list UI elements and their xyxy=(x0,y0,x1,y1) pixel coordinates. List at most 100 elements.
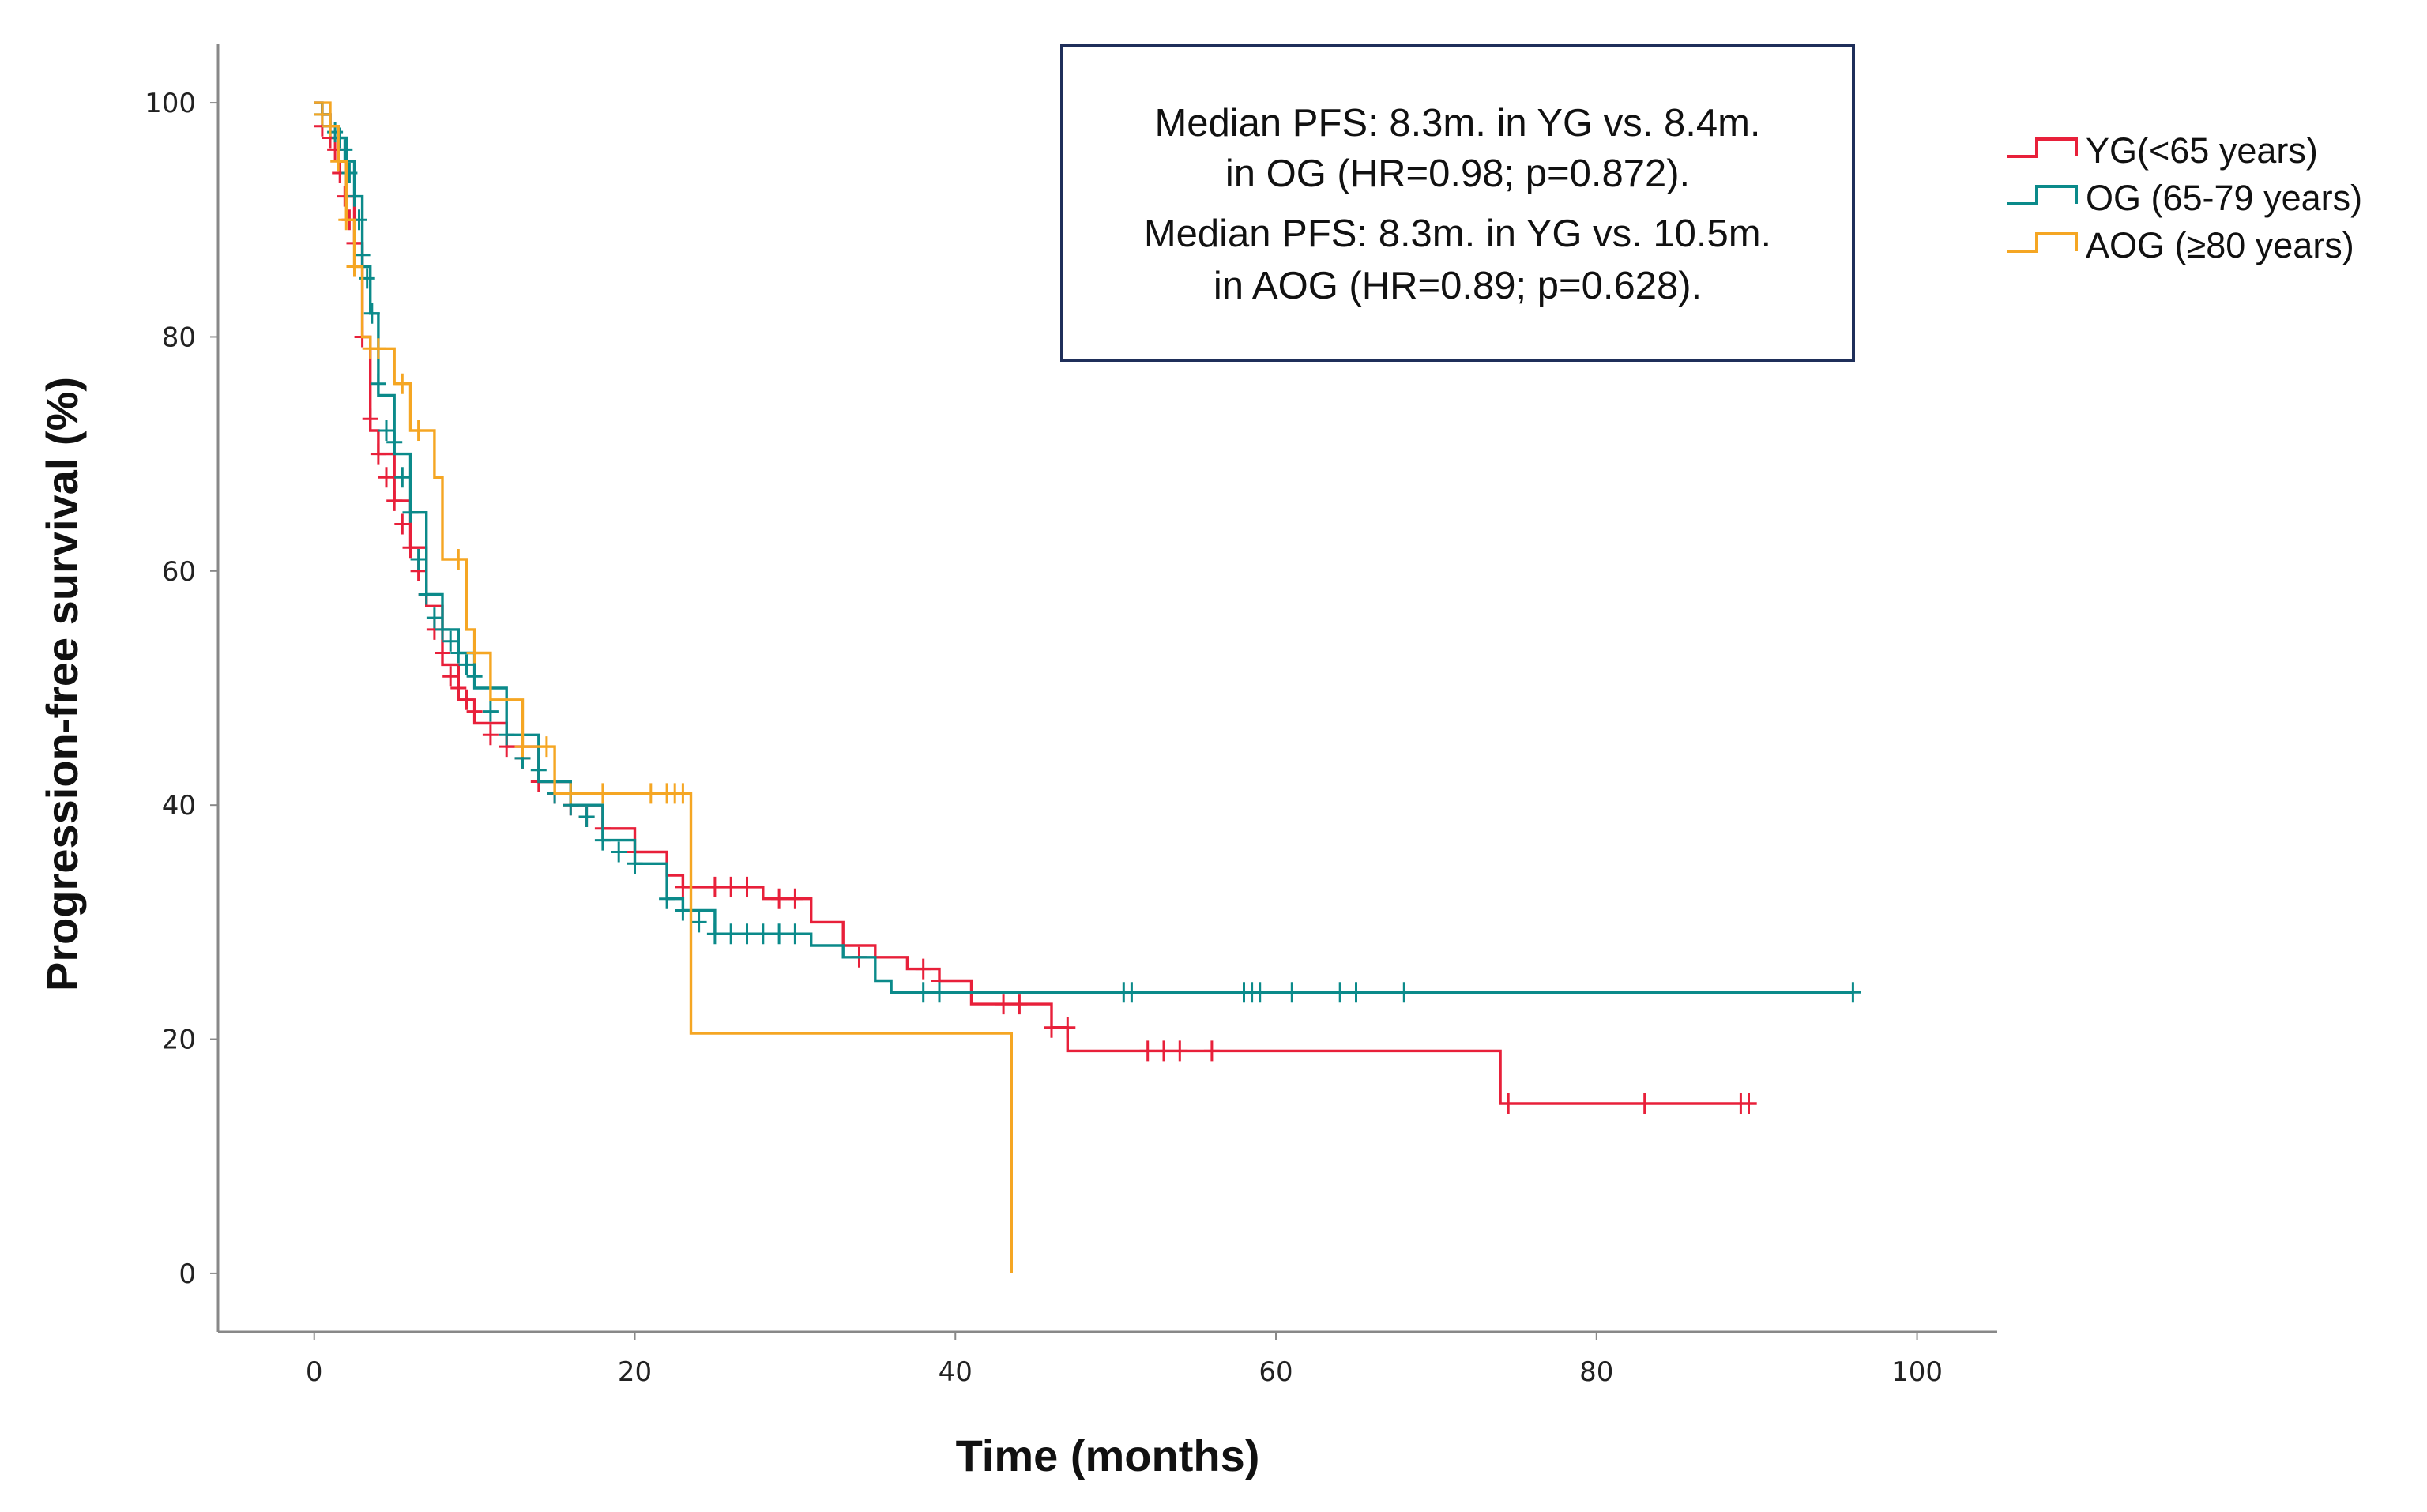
censor-mark-og xyxy=(690,912,707,933)
censor-mark-og xyxy=(530,759,547,780)
censor-mark-aog xyxy=(538,736,555,758)
censor-mark-og xyxy=(386,431,403,453)
censor-mark-yg xyxy=(1740,1093,1757,1114)
legend-label-og: OG (65-79 years) xyxy=(2086,178,2362,218)
censor-mark-og xyxy=(1396,982,1413,1003)
censor-mark-yg xyxy=(370,443,386,465)
censor-mark-yg xyxy=(1172,1040,1188,1062)
censor-mark-og xyxy=(675,900,691,921)
censor-mark-aog xyxy=(330,151,347,172)
legend: YG(<65 years) OG (65-79 years) AOG (≥80 … xyxy=(2007,130,2362,265)
y-axis-ticks: 0 20 40 60 80 100 xyxy=(145,88,218,1290)
annotation-line-3: Median PFS: 8.3m. in YG vs. 10.5m. xyxy=(1144,213,1771,255)
censor-mark-aog xyxy=(410,420,427,441)
series-line-aog xyxy=(314,101,1013,1273)
censor-mark-yg xyxy=(386,490,403,511)
censor-mark-og xyxy=(370,373,386,394)
censor-mark-og xyxy=(378,420,394,441)
legend-swatch-aog xyxy=(2007,232,2078,253)
x-axis-ticks: 0 20 40 60 80 100 xyxy=(306,1332,1943,1388)
censor-mark-yg xyxy=(362,408,378,430)
y-tick-label: 100 xyxy=(145,88,196,119)
censor-mark-og xyxy=(418,584,435,605)
annotation-line-2: in OG (HR=0.98; p=0.872). xyxy=(1225,152,1690,195)
censor-mark-og xyxy=(1123,982,1140,1003)
censor-mark-yg xyxy=(402,537,419,559)
censor-mark-og xyxy=(410,549,427,570)
y-tick-label: 80 xyxy=(162,322,196,353)
annotation-frame xyxy=(1060,44,1855,362)
annotation-line-4: in AOG (HR=0.89; p=0.628). xyxy=(1214,265,1702,307)
censor-mark-yg xyxy=(1044,1017,1059,1038)
censor-mark-og xyxy=(458,654,475,675)
censor-mark-og xyxy=(354,244,371,265)
y-axis-title: Progression-free survival (%) xyxy=(37,377,87,991)
censor-mark-aog xyxy=(563,783,579,804)
censor-mark-og xyxy=(771,923,788,945)
censor-mark-yg xyxy=(739,876,755,897)
censor-mark-og xyxy=(442,630,459,652)
censor-mark-og xyxy=(346,186,363,207)
censor-mark-og xyxy=(341,163,358,183)
censor-mark-yg xyxy=(675,876,691,897)
censor-mark-yg xyxy=(482,724,499,746)
y-tick-label: 40 xyxy=(162,790,196,822)
censor-mark-og xyxy=(1845,982,1861,1003)
x-tick-label: 40 xyxy=(939,1356,973,1388)
x-tick-label: 80 xyxy=(1579,1356,1613,1388)
y-tick-label: 20 xyxy=(162,1025,196,1056)
legend-swatch-yg xyxy=(2007,137,2078,158)
annotation-line-1: Median PFS: 8.3m. in YG vs. 8.4m. xyxy=(1154,102,1760,145)
legend-label-aog: AOG (≥80 years) xyxy=(2086,225,2354,265)
x-axis-title: Time (months) xyxy=(956,1431,1260,1480)
x-tick-label: 100 xyxy=(1891,1356,1943,1388)
censor-mark-og xyxy=(739,923,755,945)
censor-mark-og xyxy=(1251,982,1268,1003)
censor-mark-aog xyxy=(450,549,467,570)
censor-mark-aog xyxy=(394,373,411,394)
censor-mark-og xyxy=(1284,982,1300,1003)
censor-mark-og xyxy=(627,853,643,874)
censor-mark-yg xyxy=(1500,1093,1517,1114)
censor-mark-aog xyxy=(514,736,531,758)
censor-mark-og xyxy=(723,923,739,945)
censor-mark-aog xyxy=(594,783,611,804)
censor-mark-og xyxy=(450,642,467,664)
censor-mark-og xyxy=(931,982,947,1003)
censor-mark-yg xyxy=(394,513,411,535)
censor-mark-yg xyxy=(442,666,459,687)
censor-mark-og xyxy=(332,127,348,149)
censor-mark-aog xyxy=(370,338,386,359)
censor-mark-og xyxy=(915,982,931,1003)
censor-mark-og xyxy=(611,841,627,863)
censor-mark-yg xyxy=(915,958,931,980)
censor-mark-yg xyxy=(787,888,803,909)
censor-mark-og xyxy=(402,502,419,523)
censor-mark-yg xyxy=(1011,994,1028,1015)
censor-mark-aog xyxy=(322,115,338,137)
censor-mark-yg xyxy=(466,701,483,722)
x-tick-label: 20 xyxy=(618,1356,652,1388)
censor-mark-og xyxy=(394,467,411,488)
x-tick-label: 0 xyxy=(306,1356,323,1388)
censor-mark-og xyxy=(482,701,499,722)
censor-mark-yg xyxy=(435,642,450,664)
censor-mark-yg xyxy=(1059,1017,1076,1038)
censor-mark-yg xyxy=(706,876,723,897)
censor-mark-og xyxy=(1332,982,1349,1003)
censor-mark-og xyxy=(466,666,483,687)
censor-mark-yg xyxy=(771,888,788,909)
y-tick-label: 0 xyxy=(179,1258,196,1290)
series-aog xyxy=(314,101,1013,1273)
y-tick-label: 60 xyxy=(162,556,196,588)
censor-mark-og xyxy=(1348,982,1364,1003)
censor-mark-yg xyxy=(1636,1093,1653,1114)
censor-mark-aog xyxy=(642,783,659,804)
censor-mark-og xyxy=(787,923,803,945)
censor-mark-aog xyxy=(346,256,363,277)
censor-mark-yg xyxy=(378,467,394,488)
censor-mark-og xyxy=(426,607,442,629)
legend-swatch-og xyxy=(2007,185,2078,205)
censor-mark-og xyxy=(659,888,675,909)
